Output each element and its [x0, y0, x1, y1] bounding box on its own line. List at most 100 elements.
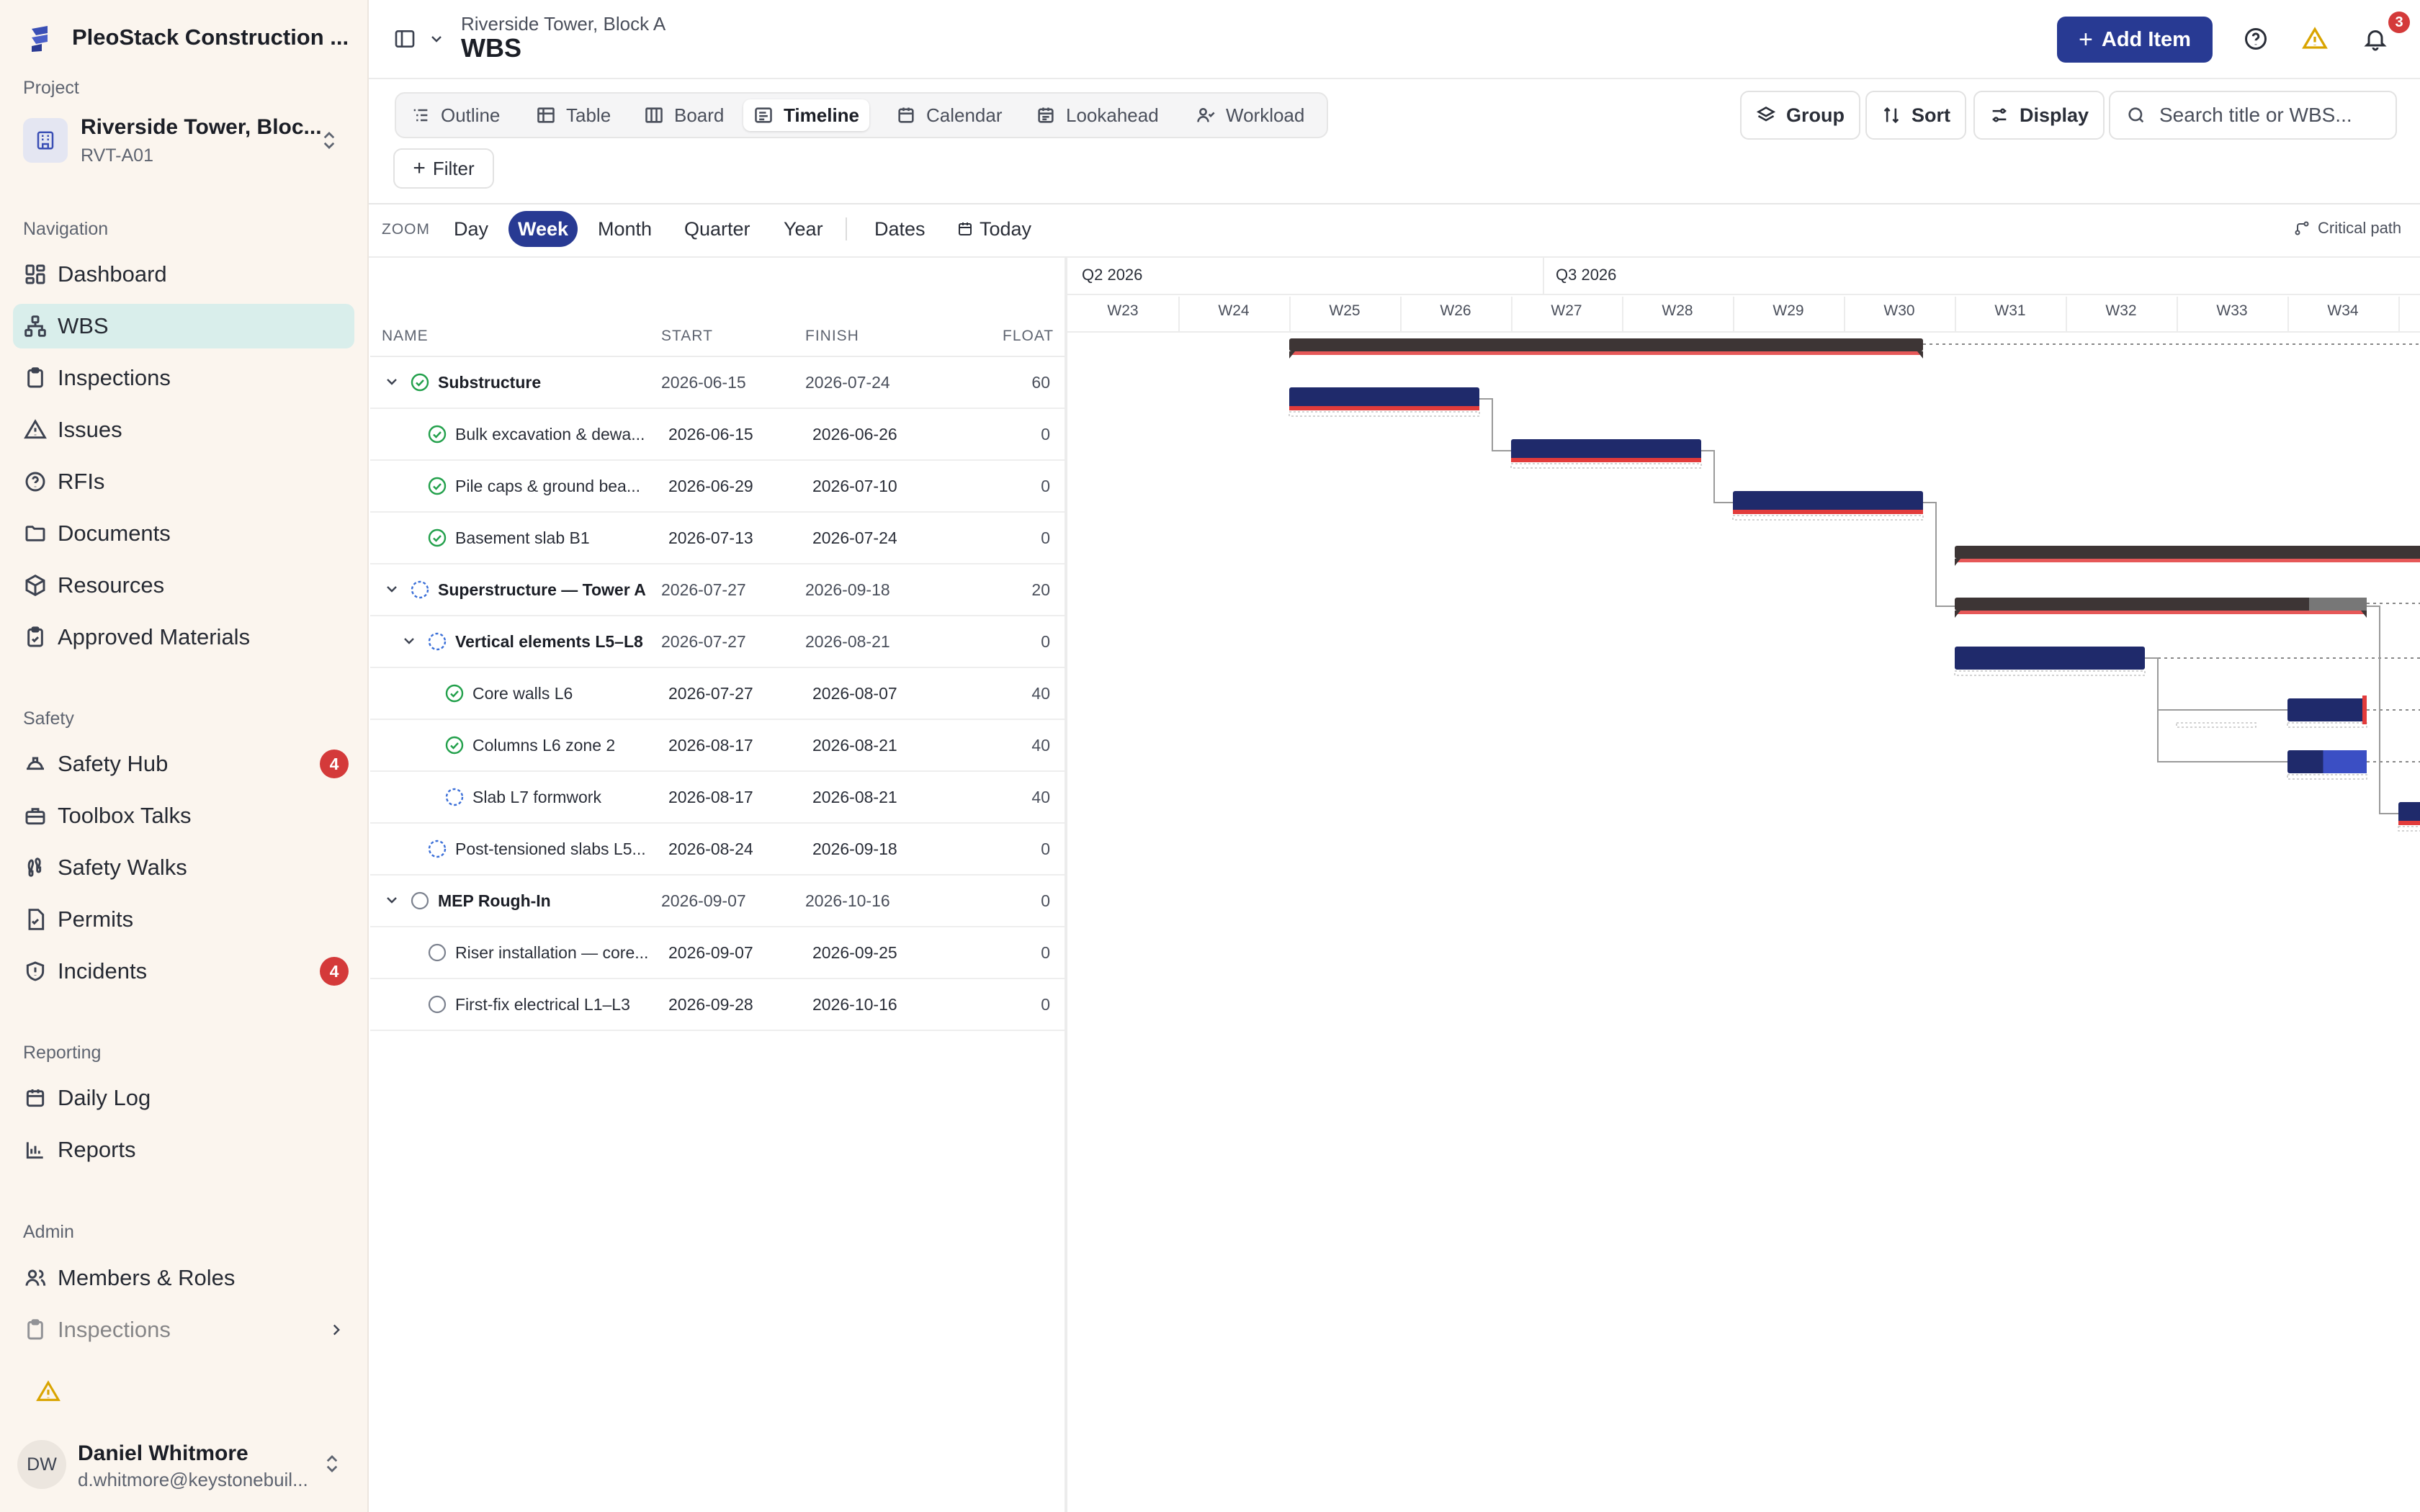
- tab-workload[interactable]: Workload: [1186, 99, 1314, 131]
- table-row[interactable]: Basement slab B1 2026-07-13 2026-07-24 0: [370, 513, 1065, 564]
- table-row-group[interactable]: Substructure 2026-06-15 2026-07-24 60: [370, 357, 1065, 409]
- status-not-started-icon[interactable]: [411, 891, 429, 910]
- column-header-name[interactable]: NAME: [382, 328, 429, 344]
- zoom-day[interactable]: Day: [454, 217, 489, 240]
- table-row-group[interactable]: Vertical elements L5–L8 2026-07-27 2026-08…: [370, 616, 1065, 668]
- chevron-down-icon[interactable]: [383, 891, 400, 909]
- sidebar-item-approved-materials[interactable]: Approved Materials: [13, 615, 354, 660]
- table-row[interactable]: Pile caps & ground bea... 2026-06-29 2026-…: [370, 461, 1065, 513]
- chevron-down-icon[interactable]: [428, 30, 445, 51]
- dates-button[interactable]: Dates: [874, 217, 926, 240]
- week-divider: [1400, 297, 1402, 331]
- sidebar-item-label: Issues: [58, 417, 122, 442]
- chevron-down-icon[interactable]: [383, 580, 400, 598]
- zoom-quarter[interactable]: Quarter: [684, 217, 750, 240]
- table-row[interactable]: Riser installation — core... 2026-09-07 20…: [370, 927, 1065, 979]
- tab-board[interactable]: Board: [634, 99, 734, 131]
- search-input[interactable]: Search title or WBS...: [2109, 91, 2397, 140]
- table-row[interactable]: Slab L7 formwork 2026-08-17 2026-08-21 40: [370, 772, 1065, 824]
- status-complete-icon[interactable]: [411, 373, 429, 392]
- filter-button[interactable]: + Filter: [393, 148, 494, 189]
- group-button[interactable]: Group: [1740, 91, 1860, 140]
- sidebar-item-documents[interactable]: Documents: [13, 511, 354, 556]
- tab-lookahead[interactable]: Lookahead: [1026, 99, 1169, 131]
- week-divider: [2287, 297, 2289, 331]
- status-in-progress-icon[interactable]: [428, 840, 447, 858]
- table-row-group[interactable]: MEP Rough-In 2026-09-07 2026-10-16 0: [370, 876, 1065, 927]
- user-name: Daniel Whitmore: [78, 1441, 248, 1465]
- table-row[interactable]: Columns L6 zone 2 2026-08-17 2026-08-21 40: [370, 720, 1065, 772]
- table-row[interactable]: First-fix electrical L1–L3 2026-09-28 2026…: [370, 979, 1065, 1031]
- project-switcher[interactable]: Riverside Tower, Bloc... RVT-A01: [13, 105, 354, 177]
- status-in-progress-icon[interactable]: [411, 580, 429, 599]
- table-row[interactable]: Core walls L6 2026-07-27 2026-08-07 40: [370, 668, 1065, 720]
- sidebar-item-wbs[interactable]: WBS: [13, 304, 354, 348]
- add-item-button[interactable]: + Add Item: [2057, 17, 2213, 63]
- sidebar-item-safety-walks[interactable]: Safety Walks: [13, 845, 354, 890]
- sidebar-item-permits[interactable]: Permits: [13, 897, 354, 942]
- sidebar-item-dashboard[interactable]: Dashboard: [13, 252, 354, 297]
- chevron-down-icon[interactable]: [400, 632, 418, 649]
- status-complete-icon[interactable]: [428, 477, 447, 495]
- quarter-label: Q2 2026: [1082, 266, 1143, 284]
- sort-button[interactable]: Sort: [1865, 91, 1966, 140]
- display-label: Display: [2020, 104, 2089, 126]
- sidebar-item-inspections[interactable]: Inspections: [13, 356, 354, 400]
- sidebar-item-label: Approved Materials: [58, 624, 251, 649]
- today-marker: [2362, 696, 2367, 724]
- zoom-year[interactable]: Year: [784, 217, 823, 240]
- table-row[interactable]: Post-tensioned slabs L5... 2026-08-24 2026…: [370, 824, 1065, 876]
- bar-chart-icon-wrap: [23, 1138, 48, 1162]
- app-name[interactable]: PleoStack Construction ...: [72, 24, 349, 50]
- tab-timeline[interactable]: Timeline: [743, 99, 870, 131]
- group-label: Group: [1786, 104, 1845, 126]
- sidebar-item-toolbox-talks[interactable]: Toolbox Talks: [13, 793, 354, 838]
- table-row-group[interactable]: Superstructure — Tower A 2026-07-27 2026-0…: [370, 564, 1065, 616]
- status-complete-icon[interactable]: [428, 528, 447, 547]
- sidebar-item-resources[interactable]: Resources: [13, 563, 354, 608]
- sidebar-item-incidents[interactable]: Incidents 4: [13, 949, 354, 994]
- outline-icon: [413, 109, 428, 122]
- help-icon[interactable]: [2243, 26, 2269, 55]
- column-header-float[interactable]: FLOAT: [1003, 328, 1054, 344]
- task-bar: [1511, 439, 1701, 462]
- tab-label: Workload: [1226, 104, 1305, 126]
- tab-calendar[interactable]: Calendar: [886, 99, 1013, 131]
- sidebar-item-members-roles[interactable]: Members & Roles: [13, 1256, 354, 1300]
- sidebar-item-safety-hub[interactable]: Safety Hub 4: [13, 742, 354, 786]
- status-in-progress-icon[interactable]: [428, 632, 447, 651]
- sidebar-item-inspections[interactable]: Inspections: [13, 1308, 354, 1352]
- row-float: 0: [1041, 891, 1050, 910]
- display-button[interactable]: Display: [1973, 91, 2105, 140]
- bell-icon[interactable]: [2362, 26, 2388, 55]
- column-header-start[interactable]: START: [661, 328, 713, 344]
- sidebar-item-daily-log[interactable]: Daily Log: [13, 1076, 354, 1120]
- zoom-week[interactable]: Week: [508, 211, 578, 247]
- sidebar-item-reports[interactable]: Reports: [13, 1128, 354, 1172]
- today-button[interactable]: Today: [944, 211, 1044, 247]
- chevron-down-icon[interactable]: [383, 373, 400, 390]
- status-in-progress-icon[interactable]: [445, 788, 464, 806]
- tab-outline[interactable]: Outline: [400, 99, 510, 131]
- status-complete-icon[interactable]: [445, 736, 464, 755]
- breadcrumb[interactable]: Riverside Tower, Block A: [461, 13, 666, 35]
- user-menu[interactable]: DW Daniel Whitmore d.whitmore@keystonebu…: [13, 1428, 354, 1500]
- status-complete-icon[interactable]: [428, 425, 447, 444]
- sidebar-item-label: Dashboard: [58, 261, 167, 287]
- alert-icon[interactable]: [2302, 26, 2328, 55]
- critical-path-toggle[interactable]: Critical path: [2293, 219, 2401, 238]
- row-float: 60: [1031, 372, 1050, 392]
- toggle-sidebar-icon[interactable]: [393, 27, 416, 54]
- zoom-month[interactable]: Month: [598, 217, 653, 240]
- tab-table[interactable]: Table: [526, 99, 621, 131]
- status-not-started-icon[interactable]: [428, 943, 447, 962]
- status-complete-icon[interactable]: [445, 684, 464, 703]
- status-not-started-icon[interactable]: [428, 995, 447, 1014]
- column-header-finish[interactable]: FINISH: [805, 328, 859, 344]
- table-row[interactable]: Bulk excavation & dewa... 2026-06-15 2026-…: [370, 409, 1065, 461]
- warning-icon[interactable]: [36, 1380, 60, 1408]
- sidebar-item-label: RFIs: [58, 469, 105, 494]
- sidebar-item-issues[interactable]: Issues: [13, 408, 354, 452]
- footprints-icon-wrap: [23, 855, 48, 880]
- sidebar-item-rfis[interactable]: RFIs: [13, 459, 354, 504]
